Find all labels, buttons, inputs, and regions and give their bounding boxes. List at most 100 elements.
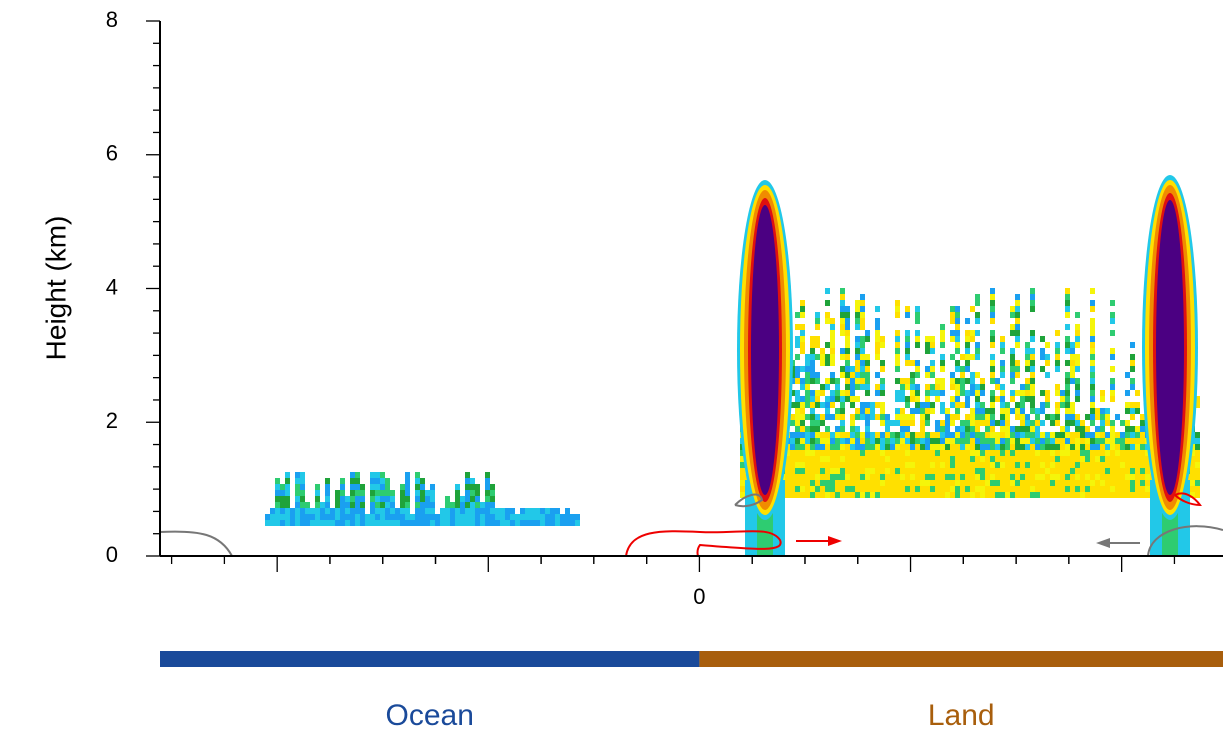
field-cell: [1030, 432, 1035, 438]
field-cell: [560, 520, 565, 526]
field-cell: [845, 480, 850, 486]
field-cell: [415, 478, 420, 484]
field-cell: [335, 496, 340, 502]
field-cell: [1115, 432, 1120, 438]
field-cell: [1100, 450, 1105, 456]
field-cell: [895, 492, 900, 498]
field-cell: [795, 408, 800, 414]
field-cell: [1115, 450, 1120, 456]
field-cell: [310, 508, 315, 514]
field-cell: [990, 438, 995, 444]
field-cell: [1065, 300, 1070, 306]
field-cell: [1045, 438, 1050, 444]
field-cell: [955, 384, 960, 390]
field-cell: [890, 486, 895, 492]
field-cell: [500, 508, 505, 514]
field-cell: [1030, 348, 1035, 354]
field-cell: [1010, 372, 1015, 378]
field-cell: [280, 520, 285, 526]
field-cell: [1105, 462, 1110, 468]
field-cell: [865, 360, 870, 366]
field-cell: [1095, 492, 1100, 498]
field-cell: [1090, 396, 1095, 402]
field-cell: [1090, 348, 1095, 354]
field-cell: [1010, 456, 1015, 462]
field-cell: [980, 438, 985, 444]
field-cell: [835, 438, 840, 444]
field-cell: [1075, 438, 1080, 444]
field-cell: [880, 420, 885, 426]
field-cell: [900, 462, 905, 468]
field-cell: [860, 408, 865, 414]
field-cell: [915, 450, 920, 456]
field-cell: [885, 426, 890, 432]
field-cell: [865, 354, 870, 360]
field-cell: [940, 492, 945, 498]
field-cell: [850, 462, 855, 468]
field-cell: [800, 378, 805, 384]
field-cell: [1110, 366, 1115, 372]
field-cell: [985, 486, 990, 492]
field-cell: [820, 414, 825, 420]
field-cell: [805, 492, 810, 498]
field-cell: [865, 486, 870, 492]
field-cell: [815, 432, 820, 438]
field-cell: [905, 438, 910, 444]
field-cell: [315, 502, 320, 508]
field-cell: [1025, 450, 1030, 456]
field-cell: [1000, 402, 1005, 408]
field-cell: [445, 520, 450, 526]
field-cell: [1000, 408, 1005, 414]
field-cell: [805, 354, 810, 360]
field-cell: [835, 378, 840, 384]
field-cell: [1030, 306, 1035, 312]
field-cell: [1010, 432, 1015, 438]
field-cell: [1115, 462, 1120, 468]
field-cell: [1135, 390, 1140, 396]
field-cell: [845, 486, 850, 492]
field-cell: [475, 502, 480, 508]
field-cell: [485, 472, 490, 478]
field-cell: [945, 462, 950, 468]
field-cell: [955, 306, 960, 312]
field-cell: [1015, 426, 1020, 432]
field-cell: [1040, 474, 1045, 480]
field-cell: [900, 474, 905, 480]
field-cell: [1120, 444, 1125, 450]
field-cell: [1115, 468, 1120, 474]
field-cell: [1065, 468, 1070, 474]
field-cell: [1095, 480, 1100, 486]
field-cell: [1095, 432, 1100, 438]
field-cell: [855, 360, 860, 366]
field-cell: [400, 484, 405, 490]
field-cell: [800, 438, 805, 444]
field-cell: [940, 432, 945, 438]
field-cell: [800, 408, 805, 414]
field-cell: [1065, 444, 1070, 450]
field-cell: [1020, 450, 1025, 456]
field-cell: [800, 486, 805, 492]
field-cell: [1060, 480, 1065, 486]
field-cell: [485, 520, 490, 526]
field-cell: [1035, 414, 1040, 420]
field-cell: [930, 480, 935, 486]
field-cell: [1130, 378, 1135, 384]
field-cell: [320, 502, 325, 508]
field-cell: [940, 342, 945, 348]
field-cell: [950, 354, 955, 360]
field-cell: [1105, 492, 1110, 498]
field-cell: [840, 450, 845, 456]
field-cell: [1070, 462, 1075, 468]
field-cell: [1120, 462, 1125, 468]
field-cell: [280, 508, 285, 514]
field-cell: [840, 426, 845, 432]
field-cell: [290, 508, 295, 514]
field-cell: [1015, 486, 1020, 492]
field-cell: [805, 438, 810, 444]
field-cell: [985, 426, 990, 432]
field-cell: [335, 520, 340, 526]
field-cell: [805, 480, 810, 486]
field-cell: [355, 502, 360, 508]
field-cell: [1090, 306, 1095, 312]
field-cell: [1030, 456, 1035, 462]
